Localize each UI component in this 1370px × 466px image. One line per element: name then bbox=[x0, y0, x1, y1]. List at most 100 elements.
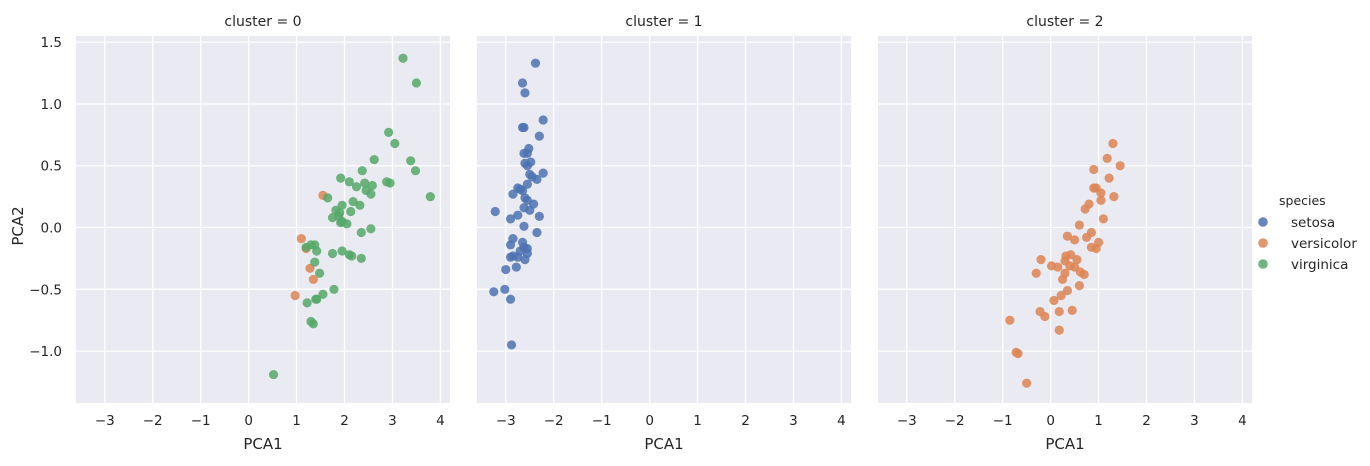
data-point-setosa bbox=[489, 287, 499, 297]
x-tick-label: 3 bbox=[388, 413, 397, 429]
x-tick-label: −3 bbox=[496, 413, 516, 429]
y-tick-label: 1.5 bbox=[41, 35, 62, 51]
legend-marker-virginica bbox=[1258, 259, 1268, 269]
data-point-virginica bbox=[336, 173, 346, 183]
data-point-versicolor bbox=[1079, 269, 1089, 280]
data-point-versicolor bbox=[1089, 164, 1099, 175]
data-point-virginica bbox=[385, 178, 395, 188]
y-tick-label: 0.5 bbox=[41, 159, 62, 175]
legend-label-virginica: virginica bbox=[1291, 257, 1348, 273]
data-point-setosa bbox=[505, 214, 516, 224]
data-point-virginica bbox=[367, 180, 377, 191]
y-tick-label: 0.0 bbox=[41, 221, 62, 237]
data-point-virginica bbox=[360, 178, 370, 188]
data-point-setosa bbox=[532, 227, 542, 238]
data-point-virginica bbox=[406, 156, 416, 166]
data-point-versicolor bbox=[1115, 161, 1125, 171]
legend: species setosa versicolor virginica bbox=[1258, 193, 1357, 273]
data-point-virginica bbox=[310, 257, 320, 267]
x-tick-label: 0 bbox=[1046, 413, 1055, 429]
data-point-versicolor bbox=[1040, 311, 1050, 322]
data-point-virginica bbox=[425, 192, 435, 202]
data-point-virginica bbox=[306, 240, 316, 250]
data-point-setosa bbox=[520, 158, 530, 168]
data-point-setosa bbox=[490, 206, 500, 217]
data-point-setosa bbox=[508, 189, 518, 199]
data-point-versicolor bbox=[1053, 262, 1063, 272]
data-point-versicolor bbox=[1102, 153, 1112, 163]
facet-panel-1: −3 −2 −1 0 1 2 3 4 cluster = 1 PCA1 bbox=[477, 14, 851, 453]
x-tick-label: 4 bbox=[436, 413, 445, 429]
series-setosa bbox=[489, 58, 548, 350]
data-point-versicolor bbox=[1062, 285, 1072, 296]
data-point-versicolor bbox=[1072, 255, 1082, 265]
series-versicolor bbox=[1005, 138, 1125, 388]
plot-background bbox=[878, 36, 1252, 403]
legend-label-setosa: setosa bbox=[1291, 215, 1335, 231]
data-point-virginica bbox=[337, 200, 347, 210]
x-tick-label: 4 bbox=[837, 413, 846, 429]
facet-title: cluster = 0 bbox=[224, 14, 301, 30]
data-point-versicolor bbox=[1074, 220, 1084, 230]
data-point-versicolor bbox=[1058, 274, 1068, 285]
data-point-virginica bbox=[356, 253, 366, 264]
data-point-virginica bbox=[366, 189, 376, 199]
x-tick-label: −3 bbox=[897, 413, 917, 429]
x-tick-label: 1 bbox=[1094, 413, 1103, 429]
data-point-setosa bbox=[519, 148, 529, 158]
x-tick-label: −2 bbox=[143, 413, 163, 429]
data-point-versicolor bbox=[1086, 242, 1096, 252]
y-tick-label: −0.5 bbox=[29, 282, 62, 298]
data-point-versicolor bbox=[296, 234, 306, 244]
data-point-versicolor bbox=[1096, 188, 1106, 198]
y-axis-label: PCA2 bbox=[9, 206, 27, 245]
data-point-setosa bbox=[505, 240, 516, 250]
data-point-versicolor bbox=[290, 290, 300, 301]
data-point-setosa bbox=[538, 115, 548, 125]
data-point-virginica bbox=[329, 284, 339, 294]
data-point-versicolor bbox=[1067, 305, 1077, 315]
x-tick-label: −2 bbox=[945, 413, 965, 429]
legend-label-versicolor: versicolor bbox=[1291, 236, 1357, 252]
data-point-virginica bbox=[308, 319, 318, 329]
data-point-versicolor bbox=[1096, 195, 1106, 205]
data-point-setosa bbox=[534, 131, 544, 141]
x-tick-label: 0 bbox=[645, 413, 654, 429]
data-point-versicolor bbox=[1022, 378, 1032, 388]
data-point-setosa bbox=[505, 252, 516, 262]
data-point-versicolor bbox=[1054, 306, 1064, 317]
data-point-virginica bbox=[369, 154, 379, 165]
data-point-setosa bbox=[501, 264, 511, 275]
data-point-virginica bbox=[366, 224, 376, 234]
x-tick-label: −2 bbox=[544, 413, 564, 429]
data-point-virginica bbox=[344, 177, 354, 187]
data-point-virginica bbox=[384, 127, 394, 137]
data-point-virginica bbox=[314, 268, 325, 278]
plot-background bbox=[76, 36, 450, 403]
data-point-virginica bbox=[302, 298, 312, 308]
x-axis-label: PCA1 bbox=[1045, 435, 1084, 453]
x-tick-label: 1 bbox=[292, 413, 301, 429]
data-point-setosa bbox=[513, 252, 523, 262]
data-point-versicolor bbox=[1098, 214, 1108, 224]
facet-title: cluster = 2 bbox=[1026, 14, 1103, 30]
data-point-virginica bbox=[346, 206, 356, 217]
x-tick-label: 1 bbox=[693, 413, 702, 429]
data-point-virginica bbox=[357, 166, 367, 176]
data-point-versicolor bbox=[1104, 173, 1114, 183]
data-point-virginica bbox=[335, 208, 345, 218]
y-tick-label: −1.0 bbox=[29, 344, 62, 360]
series-virginica bbox=[268, 53, 435, 380]
legend-marker-setosa bbox=[1258, 217, 1268, 227]
data-point-setosa bbox=[500, 284, 510, 294]
data-point-versicolor bbox=[1065, 261, 1075, 271]
data-point-virginica bbox=[323, 193, 333, 203]
data-point-setosa bbox=[517, 122, 528, 133]
data-point-versicolor bbox=[1074, 281, 1084, 291]
data-point-versicolor bbox=[1005, 315, 1015, 325]
x-axis-label: PCA1 bbox=[644, 435, 683, 453]
data-point-setosa bbox=[511, 262, 521, 272]
data-point-virginica bbox=[311, 294, 321, 304]
data-point-setosa bbox=[505, 294, 516, 304]
plot-background bbox=[477, 36, 851, 403]
